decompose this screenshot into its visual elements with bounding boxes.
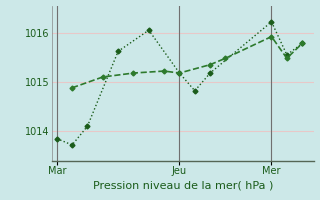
X-axis label: Pression niveau de la mer( hPa ): Pression niveau de la mer( hPa ) — [93, 180, 274, 190]
